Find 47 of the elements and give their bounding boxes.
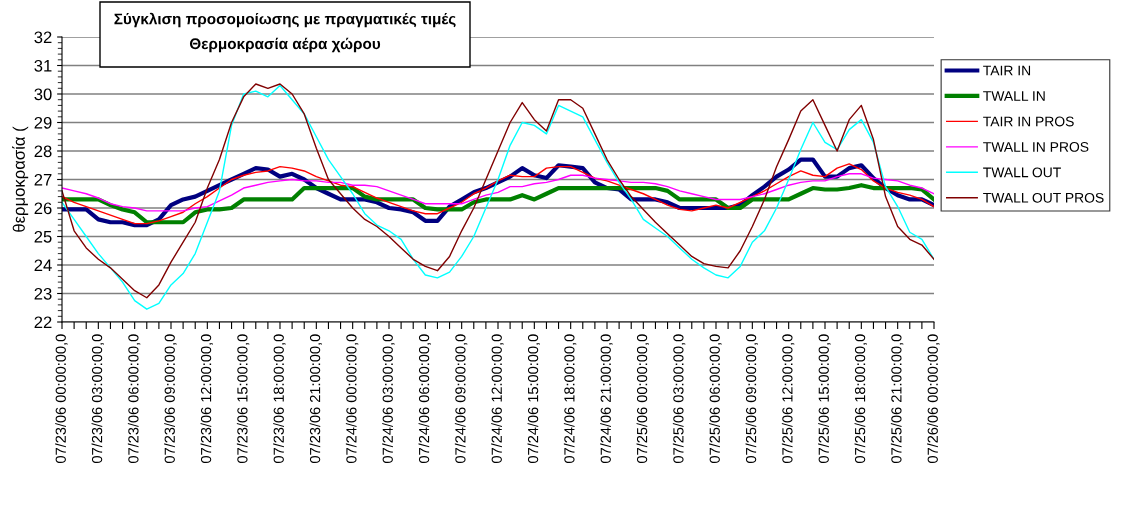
y-tick-label: 27 (34, 173, 52, 186)
x-tick-label: 07/24/06 03:00:00,0 (382, 334, 395, 463)
x-tick-label: 07/24/06 12:00:00,0 (491, 334, 504, 463)
x-tick-label: 07/26/06 00:00:00,0 (927, 334, 940, 463)
y-tick-label: 24 (34, 259, 52, 272)
x-tick-label: 07/24/06 18:00:00,0 (563, 334, 577, 463)
y-tick-label: 25 (34, 230, 52, 243)
x-tick-label: 07/23/06 00:00:00,0 (55, 334, 68, 463)
x-tick-label: 07/23/06 06:00:00,0 (127, 334, 141, 463)
y-tick-label: 22 (34, 316, 52, 329)
x-tick-label: 07/25/06 09:00:00,0 (745, 334, 758, 463)
line-series (62, 173, 934, 212)
x-tick-label: 07/25/06 12:00:00,0 (781, 334, 795, 463)
y-tick-label: 32 (34, 31, 52, 44)
legend-label: TWALL OUT (983, 167, 1061, 178)
y-tick-label: 30 (34, 88, 52, 101)
x-tick-label: 07/25/06 18:00:00,0 (854, 334, 867, 463)
chart-title: Σύγκλιση προσομοίωσης με πραγματικές τιμές (114, 12, 456, 28)
x-tick-label: 07/25/06 06:00:00,0 (709, 334, 722, 463)
x-tick-label: 07/25/06 03:00:00,0 (672, 334, 686, 463)
legend-label: TAIR IN PROS (983, 116, 1074, 127)
legend-label: TWALL IN (983, 91, 1045, 101)
y-tick-label: 23 (34, 287, 52, 300)
x-tick-label: 07/23/06 03:00:00,0 (91, 334, 104, 463)
line-series (62, 183, 934, 225)
y-tick-label: 28 (34, 145, 52, 158)
legend-label: TWALL IN PROS (983, 141, 1089, 152)
x-tick-label: 07/24/06 06:00:00,0 (418, 334, 431, 463)
y-tick-label: 26 (34, 202, 52, 215)
x-tick-label: 07/25/06 00:00:00,0 (636, 334, 649, 463)
x-tick-label: 07/23/06 09:00:00,0 (164, 334, 177, 463)
x-tick-label: 07/25/06 21:00:00,0 (890, 334, 904, 463)
y-axis-title: θερμοκρασία ( (12, 126, 29, 232)
x-tick-label: 07/24/06 21:00:00,0 (600, 334, 613, 463)
x-tick-label: 07/23/06 21:00:00,0 (309, 334, 322, 463)
x-tick-label: 07/24/06 15:00:00,0 (527, 334, 540, 463)
x-tick-label: 07/24/06 00:00:00,0 (345, 334, 359, 463)
x-tick-label: 07/23/06 12:00:00,0 (200, 334, 213, 463)
x-tick-label: 07/23/06 18:00:00,0 (273, 334, 286, 463)
x-tick-label: 07/25/06 15:00:00,0 (818, 334, 831, 463)
y-tick-label: 31 (34, 59, 52, 72)
x-tick-label: 07/23/06 15:00:00,0 (236, 334, 250, 463)
chart-subtitle: Θερμοκρασία αέρα χώρου (189, 37, 381, 53)
legend-label: TWALL OUT PROS (983, 192, 1104, 203)
legend-label: TAIR IN (983, 65, 1031, 76)
y-tick-label: 29 (34, 116, 52, 129)
x-tick-label: 07/24/06 09:00:00,0 (454, 334, 468, 463)
